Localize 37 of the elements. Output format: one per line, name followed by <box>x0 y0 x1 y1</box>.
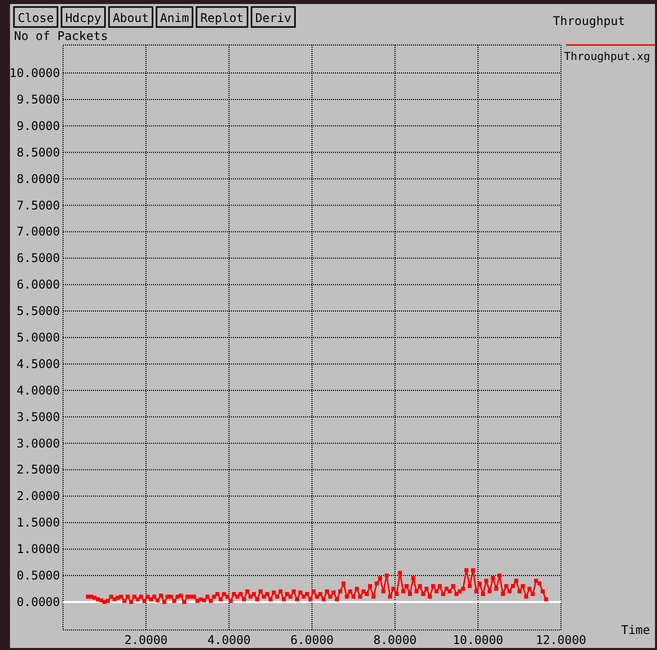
y-tick-label: 3.0000 <box>16 436 60 450</box>
y-tick-label: 6.0000 <box>16 278 60 292</box>
text: Deriv <box>255 11 292 25</box>
y-tick-label: 1.5000 <box>16 516 60 530</box>
x-tick-label: 4.0000 <box>207 633 251 647</box>
y-tick-label: 9.5000 <box>16 92 60 106</box>
x-axis-title: Time <box>621 623 650 637</box>
text: Throughput <box>552 14 626 28</box>
text: About <box>112 11 149 25</box>
x-tick-label: 6.0000 <box>290 633 334 647</box>
y-tick-label: 1.0000 <box>16 542 60 556</box>
y-tick-label: 0.0000 <box>16 594 60 609</box>
x-tick-label: 12.0000 <box>536 633 586 647</box>
y-tick-label: 7.5000 <box>16 198 60 212</box>
y-tick-label: 2.5000 <box>16 462 60 477</box>
text: Hdcpy <box>65 11 102 25</box>
y-tick-label: 2.0000 <box>16 489 60 504</box>
y-axis-title: No of Packets <box>14 29 108 43</box>
y-tick-label: 5.5000 <box>16 304 60 318</box>
y-tick-label: 9.0000 <box>16 118 60 133</box>
y-tick-label: 5.0000 <box>16 330 60 344</box>
y-tick-label: 7.0000 <box>16 224 60 239</box>
x-tick-label: 2.0000 <box>124 633 168 647</box>
text: Anim <box>160 11 189 25</box>
text: Close <box>18 11 54 25</box>
x-tick-label: 8.0000 <box>373 633 417 647</box>
y-tick-label: 3.5000 <box>16 410 60 424</box>
y-tick-label: 8.0000 <box>16 172 60 186</box>
x-tick-label: 10.0000 <box>452 633 504 647</box>
y-tick-label: 10.0000 <box>9 66 60 80</box>
y-tick-label: 4.5000 <box>16 356 60 371</box>
y-tick-label: 8.5000 <box>16 145 60 160</box>
text: Replot <box>200 11 244 25</box>
y-tick-label: 0.5000 <box>16 568 60 583</box>
text: Throughput.xg <box>564 50 650 63</box>
y-tick-label: 4.0000 <box>16 383 60 398</box>
y-tick-label: 6.5000 <box>16 251 60 266</box>
